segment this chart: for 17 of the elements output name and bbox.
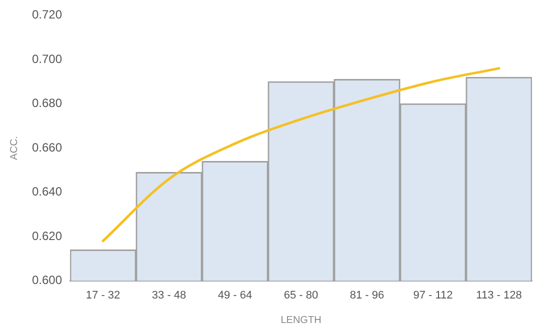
- y-tick-label: 0.700: [32, 52, 62, 66]
- x-tick-label: 113 - 128: [476, 289, 522, 302]
- y-axis-title: ACC.: [8, 136, 20, 160]
- x-tick-label: 97 - 112: [413, 289, 453, 302]
- x-tick-label: 49 - 64: [218, 289, 252, 302]
- y-tick-label: 0.640: [32, 184, 62, 199]
- x-tick-label: 81 - 96: [350, 289, 384, 302]
- x-tick-label: 33 - 48: [152, 289, 186, 302]
- line-series: [102, 67, 500, 242]
- x-tick-label: 65 - 80: [284, 289, 318, 302]
- y-tick-label: 0.680: [32, 96, 62, 110]
- y-tick-label: 0.660: [32, 140, 62, 154]
- y-tick-label: 0.620: [32, 228, 62, 243]
- y-tick-label: 0.720: [32, 8, 62, 22]
- x-axis-title: LENGTH: [280, 314, 322, 326]
- y-tick-label: 0.600: [32, 273, 62, 288]
- x-tick-label: 17 - 32: [86, 289, 120, 302]
